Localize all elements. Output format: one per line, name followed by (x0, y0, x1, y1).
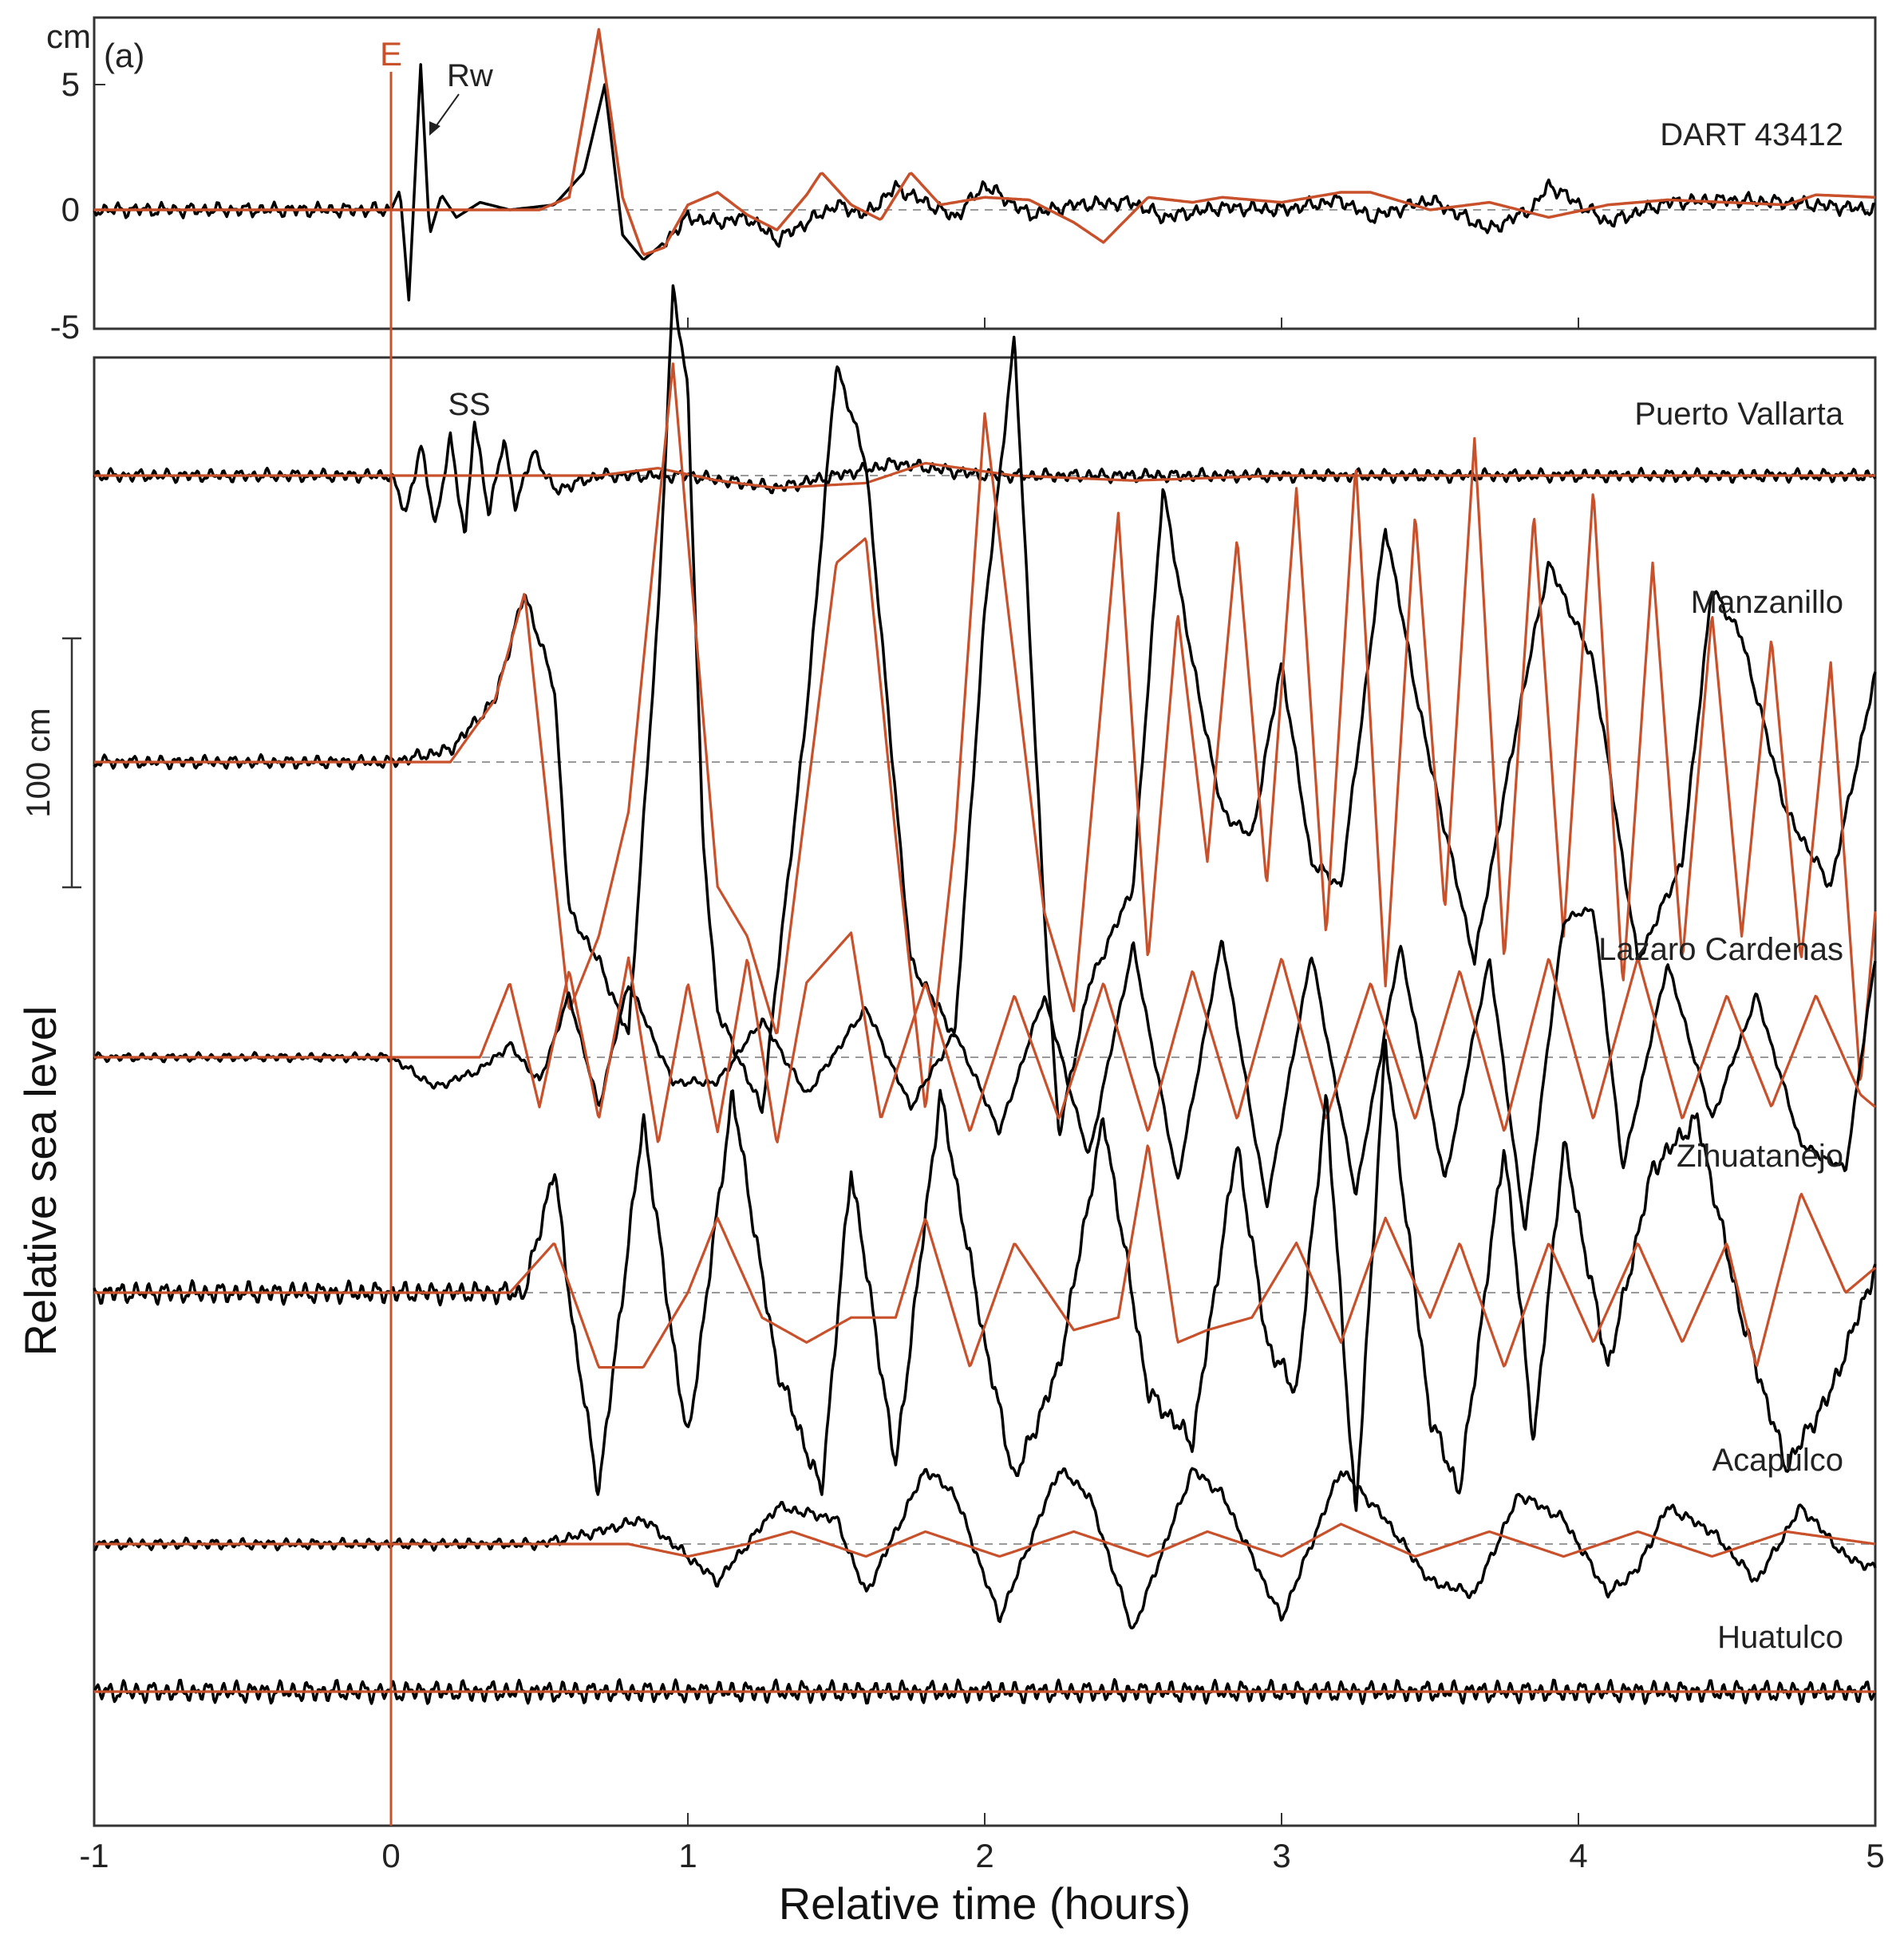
event-marker: E (380, 35, 402, 1826)
panel-label: (a) (104, 37, 144, 74)
dart-panel-frame (93, 16, 1877, 330)
x-axis-label: Relative time (hours) (779, 1878, 1191, 1929)
y-axis-label: Relative sea level (15, 1006, 65, 1357)
dart-series-observed (93, 63, 1876, 302)
xtick-label: 0 (381, 1837, 400, 1874)
trace-observed-3 (93, 1038, 1877, 1512)
ytick-5: 5 (61, 65, 80, 103)
xtick-label: 3 (1272, 1837, 1290, 1874)
ss-annotation: SS (448, 387, 490, 422)
trace-observed-4 (93, 1467, 1877, 1630)
station-traces: Puerto Vallarta Manzanillo Lazaro Cardenas… (93, 284, 1877, 1706)
dart-xticks (687, 318, 1579, 329)
station-label-2: Lazaro Cardenas (1598, 932, 1843, 967)
stations-panel-frame (93, 356, 1877, 1827)
dart-series (93, 28, 1876, 302)
rw-arrow-line (434, 93, 460, 128)
xtick-label: -1 (79, 1837, 109, 1874)
scale-bar: 100 cm (19, 637, 81, 889)
dart-panel: cm (a) 5 0 -5 DART 43412 Rw (46, 16, 1877, 346)
trace-model-4 (94, 1522, 1876, 1558)
station-label-0: Puerto Vallarta (1634, 397, 1843, 432)
xtick-label: 2 (975, 1837, 993, 1874)
y-unit-label: cm (46, 18, 91, 55)
rw-arrow-head (429, 121, 440, 136)
ytick-0: 0 (61, 191, 80, 228)
station-label-4: Acapulco (1712, 1443, 1843, 1478)
stations-panel: Puerto Vallarta Manzanillo Lazaro Cardenas… (15, 284, 1885, 1929)
xtick-label: 1 (678, 1837, 697, 1874)
xtick-label: 4 (1569, 1837, 1587, 1874)
station-label-dart: DART 43412 (1660, 117, 1843, 152)
rw-annotation: Rw (447, 58, 493, 93)
station-label-5: Huatulco (1717, 1620, 1843, 1655)
scale-bar-label: 100 cm (19, 708, 57, 818)
station-label-1: Manzanillo (1691, 585, 1843, 620)
ytick-neg5: -5 (50, 308, 80, 346)
event-label: E (380, 35, 402, 73)
station-label-3: Zihuatanejo (1677, 1139, 1843, 1174)
trace-observed-0 (93, 421, 1877, 534)
x-axis: -1 0 1 2 3 4 5 (79, 1813, 1885, 1874)
xtick-label: 5 (1866, 1837, 1884, 1874)
